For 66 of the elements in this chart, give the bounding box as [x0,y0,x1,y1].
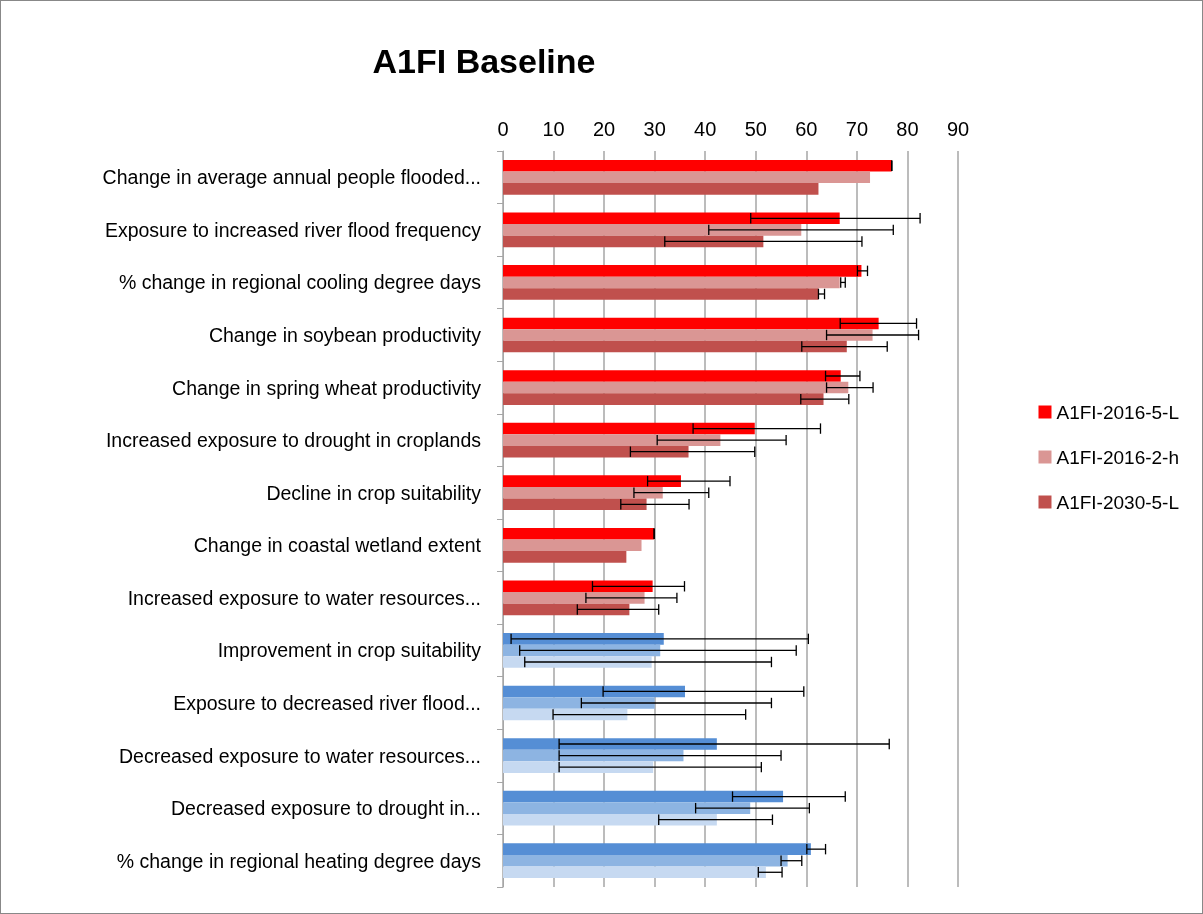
y-tick-label: Decreased exposure to drought in... [170,797,481,820]
bar [503,265,862,277]
bar [503,370,841,382]
bar [503,551,627,563]
bar [503,527,655,540]
y-tick-label: Change in coastal wetland extent [193,534,482,557]
bar [503,854,788,867]
bar [503,171,871,184]
y-tick-label: Change in spring wheat productivity [172,376,482,399]
bar [503,685,685,698]
bar [503,802,751,814]
x-tick-label: 50 [744,118,767,140]
y-tick-label: % change in regional cooling degree days [118,271,482,294]
x-tick-label: 30 [643,118,666,140]
legend-label: A1FI-2030-5-L [1056,491,1180,513]
y-tick-label: Exposure to increased river flood frequency [104,218,482,241]
y-tick-label: Decreased exposure to water resources... [118,744,481,767]
bar [503,813,717,826]
x-tick-label: 40 [694,118,717,140]
bar [503,235,764,248]
bar [503,580,653,593]
bar [503,749,684,762]
bar [503,644,661,657]
y-tick-label: Change in average annual people flooded... [102,166,481,189]
bar [503,329,873,341]
bar [503,603,630,616]
x-tick-label: 20 [592,118,616,140]
y-tick-label: Exposure to decreased river flood... [173,692,481,714]
x-tick-label: 10 [542,118,565,140]
bar [503,224,802,236]
bar [503,697,655,709]
bar [503,393,824,405]
x-tick-label: 90 [946,118,970,140]
legend-label: A1FI-2016-5-L [1056,401,1180,423]
bar [503,790,784,803]
x-tick-label: 70 [845,118,869,140]
y-tick-label: Change in soybean productivity [208,324,482,346]
bar [503,276,840,289]
legend-label: A1FI-2016-2-h [1056,446,1180,468]
y-tick-label: Improvement in crop suitability [217,639,482,662]
y-tick-label: Increased exposure to water resources... [127,586,481,609]
bar [503,434,721,446]
bar [503,381,849,394]
bar [503,340,847,353]
y-tick-label: % change in regional heating degree days [116,849,482,872]
bar [503,288,819,300]
chart-title: A1FI Baseline [372,42,596,80]
x-tick-label: 0 [497,118,509,140]
bar [503,843,811,855]
bar [503,159,892,172]
x-tick-label: 80 [896,118,919,140]
bar [503,422,755,435]
bar [503,592,645,604]
bar [503,475,681,487]
x-tick-label: 60 [795,118,818,140]
y-tick-label: Increased exposure to drought in croplands [105,429,482,452]
y-tick-label: Decline in crop suitability [266,481,482,504]
bar [503,317,879,330]
bar [503,486,663,499]
bar [503,498,647,511]
bar [503,212,840,225]
bar [503,183,819,195]
bar [503,708,628,721]
bar [503,539,642,552]
bar [503,866,766,879]
bar [503,445,689,458]
